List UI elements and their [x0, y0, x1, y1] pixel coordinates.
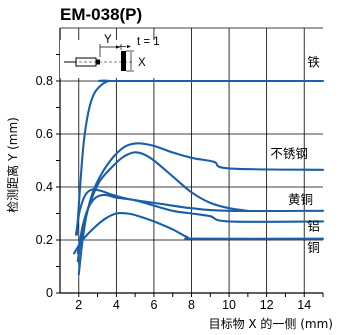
- chart-title: EM-038(P): [60, 5, 142, 24]
- series-label-3: 黄铜: [288, 192, 313, 207]
- inset-x-label: X: [138, 57, 146, 69]
- x-tick-label: 8: [188, 298, 195, 312]
- series-line-5-1: [73, 211, 325, 255]
- series-line-4-1: [76, 193, 325, 255]
- series-lines: [73, 79, 325, 276]
- y-tick-label: 0.8: [36, 74, 53, 88]
- series-label-1: 铁: [307, 54, 320, 69]
- x-axis-label: 目标物 X 的一侧 (mm): [209, 316, 333, 331]
- inset-t-label: t = 1: [137, 36, 160, 48]
- y-tick-label: 0.2: [36, 233, 53, 247]
- x-tick-label: 14: [297, 298, 311, 312]
- x-tick-labels: 2 4 6 8 10 12 14: [75, 298, 311, 312]
- y-dim-arrow: [116, 45, 120, 49]
- series-label-4: 铝: [307, 219, 320, 234]
- x-tick-label: 6: [150, 298, 157, 312]
- sensor-target-diagram: Y t = 1 X: [60, 34, 160, 78]
- x-tick-label: 2: [75, 298, 82, 312]
- inset-y-label: Y: [104, 34, 112, 46]
- series-line-2-2: [76, 151, 249, 263]
- series-label-5: 铜: [307, 240, 320, 255]
- x-tick-label: 12: [260, 298, 274, 312]
- y-tick-label: 0.6: [36, 127, 53, 141]
- sensor-head: [96, 59, 100, 65]
- y-tick-label: 0: [46, 286, 53, 300]
- target-plate: [121, 51, 126, 71]
- series-label-2: 不锈钢: [270, 146, 308, 161]
- series-line-1-1: [75, 79, 325, 236]
- y-axis-label: 检测距离 Y (mm): [5, 117, 20, 213]
- y-tick-labels: 0 0.2 0.4 0.6 0.8: [36, 74, 53, 300]
- y-tick-label: 0.4: [36, 180, 53, 194]
- x-tick-label: 10: [222, 298, 236, 312]
- x-tick-label: 4: [113, 298, 120, 312]
- t-dim-arrow: [127, 45, 131, 48]
